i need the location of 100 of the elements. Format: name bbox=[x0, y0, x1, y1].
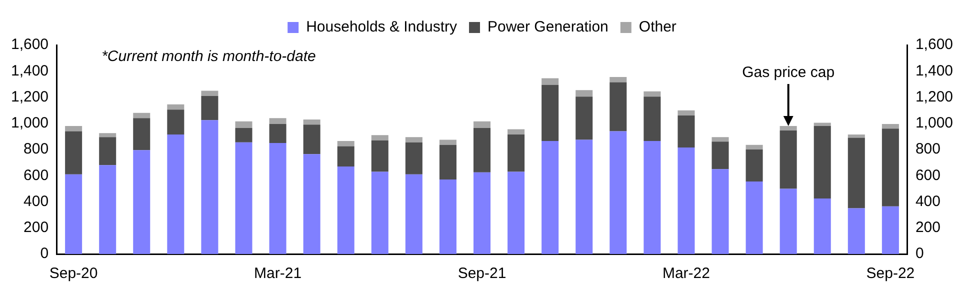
bar bbox=[508, 172, 525, 254]
bar bbox=[201, 96, 218, 120]
bar bbox=[814, 122, 831, 126]
bar bbox=[303, 154, 320, 254]
y-tick-label: 1,200 bbox=[10, 88, 49, 106]
y2-tick-label: 200 bbox=[915, 219, 940, 236]
bar bbox=[269, 142, 286, 254]
bar bbox=[269, 118, 286, 124]
bar bbox=[814, 198, 831, 254]
bar bbox=[405, 142, 422, 174]
y2-tick-label: 600 bbox=[915, 166, 940, 184]
bar bbox=[269, 124, 286, 143]
bar bbox=[405, 137, 422, 142]
bar bbox=[473, 172, 491, 254]
y-tick-label: 600 bbox=[24, 166, 49, 184]
bar bbox=[780, 188, 797, 254]
bar bbox=[848, 134, 865, 138]
bar bbox=[678, 110, 695, 116]
bar bbox=[405, 174, 422, 254]
y-tick-label: 1,000 bbox=[10, 114, 49, 132]
x-tick-label: Sep-20 bbox=[49, 265, 98, 282]
bar bbox=[65, 126, 82, 132]
y2-tick-label: 0 bbox=[915, 245, 924, 262]
y2-tick-label: 1,200 bbox=[915, 88, 954, 106]
bar bbox=[303, 124, 320, 154]
bar bbox=[371, 140, 388, 172]
bar bbox=[337, 146, 354, 166]
bar bbox=[712, 169, 729, 254]
bar bbox=[712, 142, 729, 170]
legend-label: Other bbox=[638, 18, 676, 36]
y-tick-label: 200 bbox=[24, 219, 49, 236]
bar bbox=[167, 104, 184, 110]
bar bbox=[99, 137, 116, 166]
bar bbox=[542, 141, 559, 254]
bar bbox=[848, 208, 865, 254]
x-tick-label: Mar-21 bbox=[254, 265, 302, 282]
bar bbox=[133, 118, 150, 150]
bar bbox=[678, 148, 695, 254]
legend-label: Households & Industry bbox=[306, 18, 458, 36]
bar bbox=[473, 128, 491, 172]
y-tick-label: 1,400 bbox=[10, 62, 49, 80]
bar bbox=[576, 96, 593, 140]
x-tick-label: Sep-21 bbox=[458, 265, 506, 282]
y2-tick-label: 400 bbox=[915, 192, 940, 210]
bar bbox=[882, 124, 899, 129]
bar bbox=[644, 96, 661, 142]
bar bbox=[167, 110, 184, 134]
y-tick-label: 0 bbox=[40, 245, 49, 262]
bar bbox=[303, 119, 320, 125]
bar bbox=[167, 134, 184, 254]
bar bbox=[201, 120, 218, 254]
y-tick-label: 1,600 bbox=[10, 36, 49, 54]
bar bbox=[576, 140, 593, 254]
bar bbox=[882, 128, 899, 206]
bar bbox=[610, 82, 627, 132]
y2-tick-label: 1,400 bbox=[915, 62, 954, 80]
bar bbox=[610, 131, 627, 254]
bar bbox=[712, 137, 729, 142]
bar bbox=[99, 133, 116, 138]
bar bbox=[882, 206, 899, 254]
bar bbox=[848, 138, 865, 208]
bar bbox=[201, 90, 218, 96]
bar bbox=[542, 84, 559, 142]
bar bbox=[439, 140, 456, 145]
y2-tick-label: 800 bbox=[915, 140, 940, 158]
bar bbox=[235, 121, 252, 128]
bar bbox=[65, 174, 82, 254]
bar bbox=[644, 141, 661, 254]
bar bbox=[371, 135, 388, 140]
bar bbox=[542, 78, 559, 85]
bar bbox=[576, 90, 593, 97]
y-tick-label: 400 bbox=[24, 192, 49, 210]
bar bbox=[337, 166, 354, 254]
bar bbox=[746, 150, 763, 182]
y-tick-label: 800 bbox=[24, 140, 49, 158]
bar bbox=[439, 144, 456, 180]
bar bbox=[746, 144, 763, 150]
bar bbox=[133, 112, 150, 118]
annotation: Gas price cap bbox=[742, 64, 835, 82]
annotation: *Current month is month-to-date bbox=[102, 48, 316, 66]
bar bbox=[508, 134, 525, 172]
bar bbox=[678, 116, 695, 148]
bar bbox=[371, 172, 388, 254]
bar bbox=[439, 180, 456, 254]
bar bbox=[337, 141, 354, 146]
bar bbox=[780, 130, 797, 189]
bar bbox=[235, 128, 252, 142]
bar bbox=[133, 150, 150, 254]
legend-label: Power Generation bbox=[488, 18, 608, 36]
y2-tick-label: 1,600 bbox=[915, 36, 954, 54]
bar bbox=[644, 91, 661, 97]
x-tick-label: Sep-22 bbox=[866, 265, 915, 282]
bar bbox=[65, 131, 82, 174]
bar bbox=[746, 182, 763, 254]
bar bbox=[814, 126, 831, 198]
bar bbox=[99, 165, 116, 254]
bar bbox=[473, 121, 491, 128]
bar bbox=[235, 142, 252, 254]
bar bbox=[610, 77, 627, 82]
x-tick-label: Mar-22 bbox=[662, 265, 710, 282]
